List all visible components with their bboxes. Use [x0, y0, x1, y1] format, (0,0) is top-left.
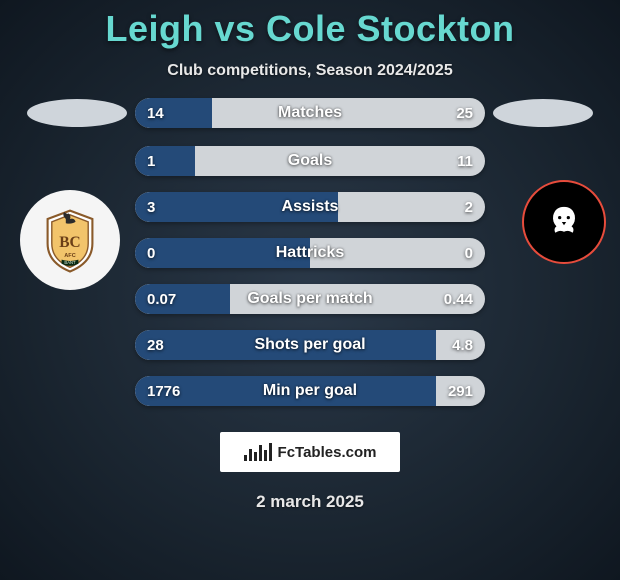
stat-value-right: 4.8 — [452, 337, 473, 354]
page-subtitle: Club competitions, Season 2024/2025 — [0, 62, 620, 80]
stat-fill-left — [135, 238, 310, 268]
stat-fill-left — [135, 192, 338, 222]
stat-row: Min per goal1776291 — [135, 376, 485, 406]
header-row: Matches1425 — [0, 98, 620, 128]
rooster-shield-icon: BC AFC BANT — [35, 205, 105, 275]
stat-row: Hattricks00 — [135, 238, 485, 268]
stat-value-right: 25 — [456, 105, 473, 122]
svg-text:BANT: BANT — [64, 260, 76, 265]
brand-badge[interactable]: FcTables.com — [220, 432, 400, 472]
stats-rows: Goals111 Assists32 Hattricks00 Goals per ma… — [135, 146, 485, 406]
stat-fill-left — [135, 284, 230, 314]
chart-bars-icon — [244, 443, 272, 461]
stat-row: Assists32 — [135, 192, 485, 222]
stat-value-right: 291 — [448, 383, 473, 400]
stat-row: Goals per match0.070.44 — [135, 284, 485, 314]
stat-row: Goals111 — [135, 146, 485, 176]
club-left-badge: BC AFC BANT — [20, 190, 120, 290]
stat-value-right: 11 — [457, 153, 473, 170]
player-left-avatar-placeholder — [27, 99, 127, 127]
stat-fill-left — [135, 98, 212, 128]
date-label: 2 march 2025 — [0, 492, 620, 512]
stat-value-right: 0.44 — [444, 291, 473, 308]
stat-value-right: 2 — [465, 199, 473, 216]
svg-text:BC: BC — [59, 234, 80, 251]
stat-fill-left — [135, 146, 195, 176]
club-right-badge — [522, 180, 606, 264]
stat-value-right: 0 — [465, 245, 473, 262]
stat-fill-left — [135, 330, 436, 360]
stats-first-row-slot: Matches1425 — [135, 98, 485, 128]
brand-text: FcTables.com — [278, 444, 377, 461]
stat-row: Matches1425 — [135, 98, 485, 128]
stat-row: Shots per goal284.8 — [135, 330, 485, 360]
lion-shield-icon — [537, 195, 591, 249]
stat-fill-left — [135, 376, 436, 406]
svg-text:AFC: AFC — [64, 253, 76, 259]
page-title: Leigh vs Cole Stockton — [0, 0, 620, 50]
player-right-avatar-placeholder — [493, 99, 593, 127]
